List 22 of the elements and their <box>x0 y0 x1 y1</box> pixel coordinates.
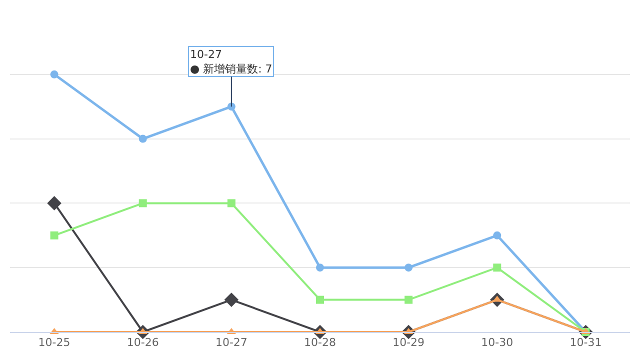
point <box>404 296 413 304</box>
x-tick-label: 10-26 <box>126 336 159 350</box>
x-tick-label: 10-25 <box>38 336 70 350</box>
point <box>316 264 324 272</box>
point <box>224 292 239 307</box>
point <box>47 196 62 210</box>
x-tick-label: 10-31 <box>570 336 602 350</box>
point <box>316 296 324 304</box>
point <box>493 264 502 272</box>
x-tick-label: 10-30 <box>481 336 514 350</box>
annotation: 10-27 ● 新增销量数: 7 <box>190 48 272 76</box>
point <box>227 199 236 208</box>
point <box>227 102 236 111</box>
point <box>404 264 413 272</box>
point <box>50 231 58 240</box>
point <box>493 231 502 240</box>
x-tick-label: 10-29 <box>392 336 425 350</box>
x-tick-label: 10-28 <box>304 336 336 350</box>
point <box>50 70 58 78</box>
point <box>138 134 147 143</box>
point <box>138 199 147 208</box>
x-tick-label: 10-27 <box>215 336 248 350</box>
